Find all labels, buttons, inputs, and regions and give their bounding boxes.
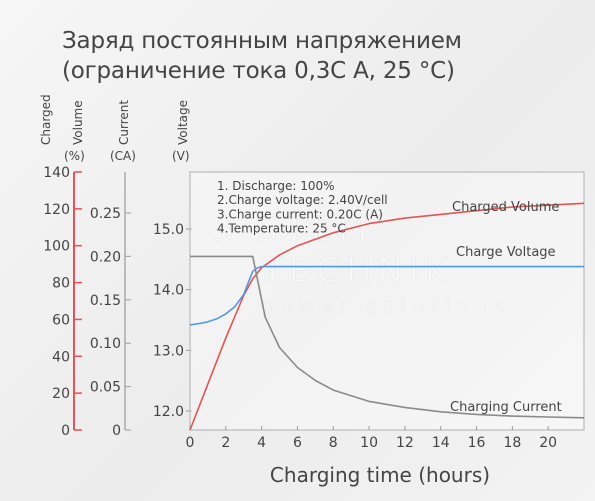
watermark-line-3: power solutions [262,293,510,317]
volume-tick-label: 100 [43,239,70,255]
volume-tick-label: 40 [52,349,70,365]
x-tick-label: 12 [396,435,414,451]
note-line: 4.Temperature: 25 °C [217,222,346,236]
series-line-charge-voltage [189,265,584,326]
series-label-charged-volume: Charged Volume [452,200,559,215]
axis-label-volume: Volume [71,100,85,145]
current-tick-label: 0.20 [90,249,121,265]
current-tick-label: 0.05 [90,380,121,396]
chart-title-line-2: (ограничение тока 0,3С А, 25 °С) [62,58,455,84]
volume-tick-label: 60 [52,312,70,328]
x-tick-label: 6 [293,435,302,451]
x-tick-label: 4 [257,435,266,451]
watermark-line-2: TECHNIK [261,251,453,291]
plot-frame [189,171,585,431]
voltage-axis: 15.0 14.0 13.0 12.0 [153,222,192,420]
volume-tick-label: 140 [43,165,70,181]
axis-unit-ca: (CA) [110,149,136,163]
current-tick-label: 0.10 [90,336,121,352]
axis-label-current: Current [117,100,131,145]
x-tick-label: 8 [329,435,338,451]
watermark: S STEM TECHNIK power solutions [212,210,510,318]
x-tick-label: 16 [468,435,486,451]
voltage-tick-label: 15.0 [153,222,184,238]
series-layer: Charged Volume Charge Voltage Charging Cur… [189,200,585,431]
axis-unit-percent: (%) [64,149,85,163]
series-line-charged-volume [189,202,585,431]
volume-tick-label: 120 [43,202,70,218]
notes-box: 1. Discharge: 100%2.Charge voltage: 2.40… [217,179,388,236]
axis-unit-v: (V) [172,149,190,163]
axis-label-voltage: Voltage [176,100,190,145]
chart-title-line-1: Заряд постоянным напряжением [62,28,462,54]
current-axis: 0.25 0.20 0.15 0.10 0.05 0 [90,172,131,439]
x-axis-title: Charging time (hours) [270,463,490,487]
series-label-charge-voltage: Charge Voltage [456,245,556,260]
x-tick-label: 20 [539,435,557,451]
x-tick-label: 14 [432,435,450,451]
voltage-tick-label: 12.0 [153,404,184,420]
x-tick-label: 0 [186,435,195,451]
x-axis: 0 2 4 6 8 10 12 14 16 18 20 [186,426,557,451]
note-line: 1. Discharge: 100% [217,179,335,193]
note-line: 2.Charge voltage: 2.40V/cell [217,193,388,207]
series-line-charging-current [190,255,585,419]
axis-label-charged: Charged [39,94,53,145]
x-tick-label: 10 [360,435,378,451]
x-tick-label: 18 [503,435,521,451]
current-tick-label: 0 [112,423,121,439]
series-label-charging-current: Charging Current [450,400,562,415]
volume-tick-label: 20 [52,386,70,402]
volume-tick-label: 80 [52,276,70,292]
plot-area [189,171,585,431]
charged-volume-axis: 140 120 100 80 60 40 20 0 [43,165,82,439]
current-tick-label: 0.25 [90,206,121,222]
voltage-tick-label: 14.0 [153,283,184,299]
voltage-tick-label: 13.0 [153,343,184,359]
volume-tick-label: 0 [61,423,70,439]
note-line: 3.Charge current: 0.20C (A) [217,207,383,221]
current-tick-label: 0.15 [90,293,121,309]
x-tick-label: 2 [221,435,230,451]
